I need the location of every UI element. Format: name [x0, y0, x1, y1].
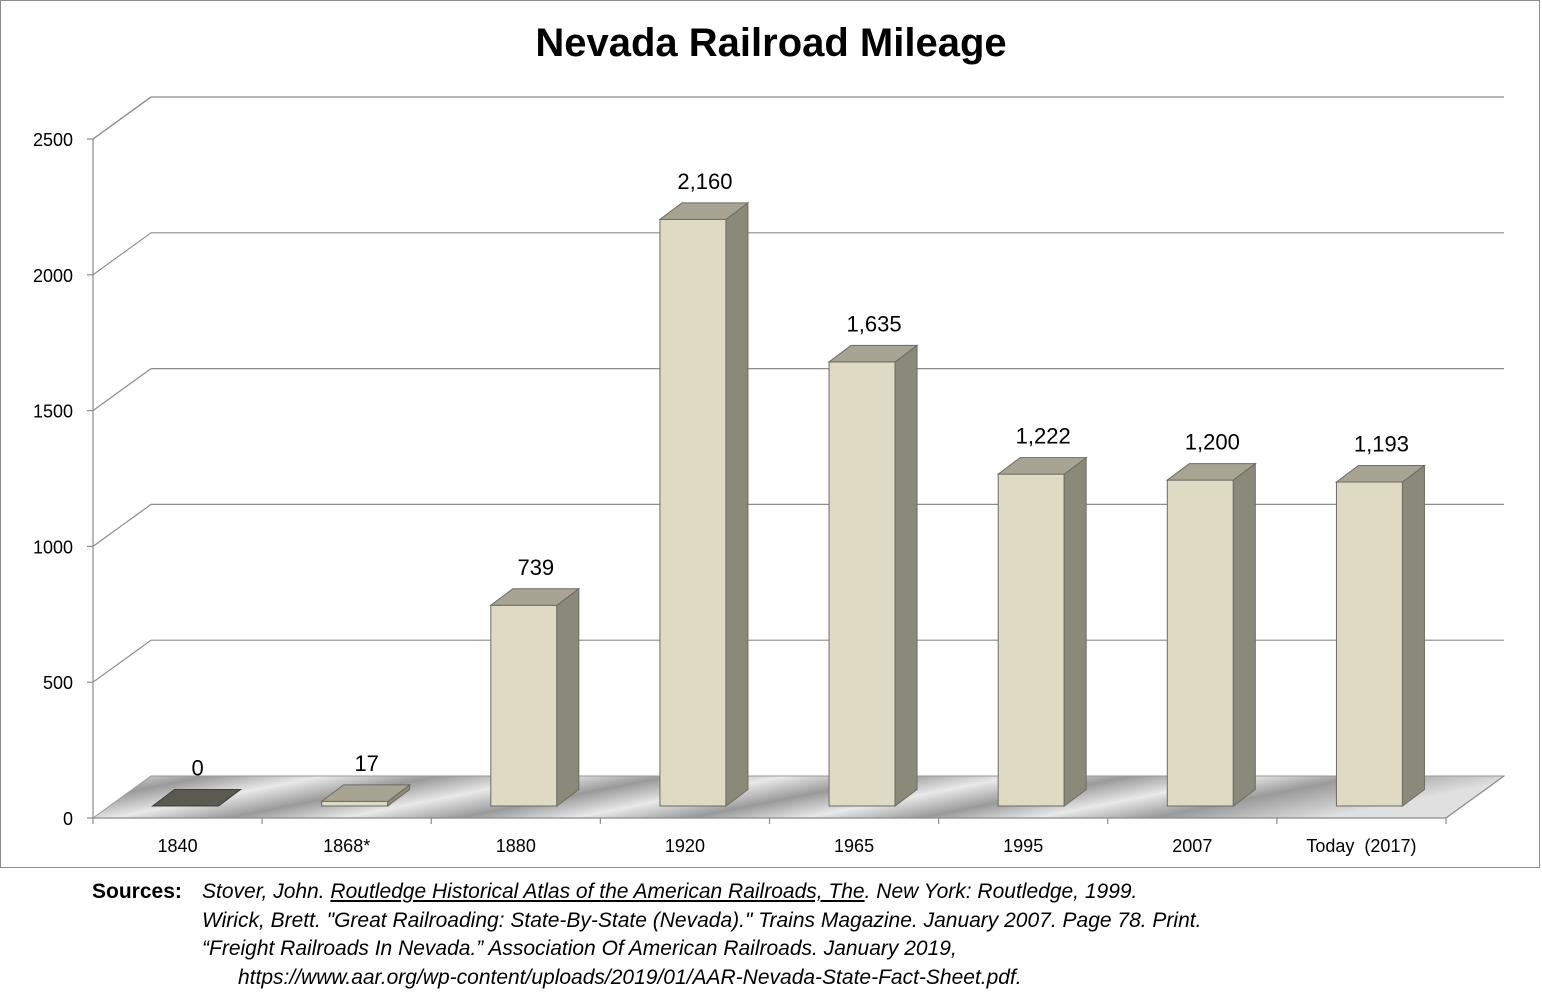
- bar-front: [1166, 479, 1234, 807]
- gridlines: [92, 96, 1504, 683]
- bar-side: [1401, 464, 1425, 807]
- source-stover-author: Stover, John.: [202, 880, 331, 903]
- bar-front: [490, 604, 558, 807]
- bar-top: [1334, 464, 1426, 483]
- x-axis-right-diagonal: [1445, 775, 1505, 819]
- source-stover: Stover, John. Routledge Historical Atlas…: [202, 878, 1201, 907]
- bar-side: [556, 587, 580, 807]
- sources-list: Stover, John. Routledge Historical Atlas…: [202, 878, 1201, 992]
- bar: [489, 587, 581, 807]
- x-tick-label: 1840: [158, 836, 198, 856]
- y-axis-top-diagonal: [92, 96, 152, 140]
- chart-frame: Nevada Railroad Mileage 0 500 1000 1500 2000…: [0, 0, 1540, 868]
- y-tick-label: 2500: [33, 130, 73, 150]
- data-label: 0: [191, 756, 203, 781]
- x-tick-label: 2007: [1172, 836, 1212, 856]
- source-aar: “Freight Railroads In Nevada.” Associati…: [202, 937, 957, 960]
- bar-top: [1165, 463, 1257, 481]
- data-labels: 0 17 739 2,160 1,635 1,222 1,200 1,193: [191, 169, 1409, 781]
- source-aar-url: https://www.aar.org/wp-content/uploads/2…: [238, 965, 1022, 989]
- gridline-diagonal: [92, 503, 152, 547]
- axes: 0 500 1000 1500 2000 2500 1840 1868* 1880 1920 196…: [33, 96, 1505, 856]
- bar-top: [996, 457, 1088, 475]
- x-tick-label: 1920: [665, 836, 705, 856]
- data-label: 739: [517, 555, 554, 580]
- floor-plane: [91, 775, 1506, 819]
- y-tick-label: 1500: [33, 402, 73, 422]
- data-label: 1,193: [1354, 431, 1409, 456]
- sources-heading: Sources:: [92, 880, 182, 903]
- bar: [320, 783, 412, 807]
- bar-top: [658, 202, 750, 220]
- bar-front: [1335, 481, 1403, 807]
- x-tick-label: 1868*: [323, 836, 370, 856]
- source-wirick: Wirick, Brett. "Great Railroading: State…: [202, 908, 1202, 932]
- y-tick-label: 2000: [33, 266, 73, 286]
- x-tick-label: Today (2017): [1306, 836, 1416, 856]
- bar-top: [151, 789, 243, 807]
- source-stover-publisher: . New York: Routledge, 1999.: [864, 880, 1138, 903]
- gridline-diagonal: [92, 639, 152, 683]
- bar-side: [894, 344, 918, 807]
- bar: [151, 789, 243, 807]
- bar: [827, 344, 919, 807]
- bars: [151, 201, 1426, 807]
- bar: [658, 201, 750, 807]
- bar: [996, 456, 1088, 807]
- bar-top: [320, 784, 412, 802]
- bar-front: [997, 473, 1065, 807]
- x-tick-label: 1995: [1003, 836, 1043, 856]
- bar: [1334, 464, 1426, 807]
- data-label: 2,160: [677, 169, 732, 194]
- data-label: 1,635: [847, 311, 902, 336]
- bar-front: [828, 361, 896, 807]
- chart-floor: [91, 775, 1506, 819]
- y-tick-label: 500: [43, 673, 73, 693]
- y-tick-label: 0: [63, 809, 73, 829]
- x-tick-label: 1880: [496, 836, 536, 856]
- gridline-diagonal: [92, 232, 152, 276]
- x-tick-label: 1965: [834, 836, 874, 856]
- chart-title: Nevada Railroad Mileage: [535, 21, 1006, 65]
- bar-side: [1063, 456, 1087, 807]
- bar-side: [725, 201, 749, 807]
- bar-front: [321, 800, 389, 807]
- bar-chart: Nevada Railroad Mileage 0 500 1000 1500 2000…: [33, 21, 1506, 856]
- bar: [1165, 462, 1257, 807]
- gridline-diagonal: [92, 368, 152, 412]
- bar-side: [1232, 462, 1256, 807]
- data-label: 17: [354, 751, 378, 776]
- y-tick-label: 1000: [33, 537, 73, 557]
- data-label: 1,222: [1016, 424, 1071, 449]
- bar-front: [659, 218, 727, 807]
- bar-top: [489, 588, 581, 606]
- source-stover-title: Routledge Historical Atlas of the Americ…: [330, 880, 865, 903]
- bar-top: [827, 344, 919, 363]
- data-label: 1,200: [1185, 430, 1240, 455]
